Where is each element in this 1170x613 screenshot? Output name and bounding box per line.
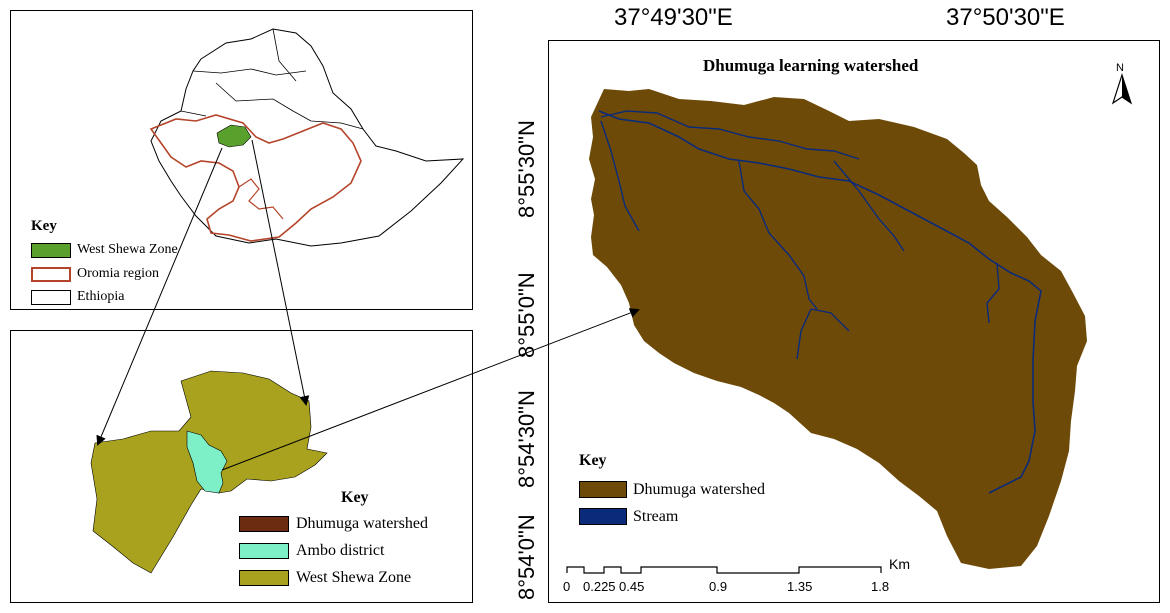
legend-label-west-shewa: West Shewa Zone (77, 242, 178, 257)
legend-swatch-dhumuga-watershed (579, 481, 627, 498)
ethiopia-key-title: Key (31, 218, 57, 234)
zone-map-panel: Key Dhumuga watershed Ambo district West… (10, 330, 473, 603)
connector-arrow-2 (251, 139, 310, 406)
latitude-label-3: 8°54'30"N (514, 390, 539, 488)
latitude-labels: 8°55'30"N 8°55'0"N 8°54'30"N 8°54'0"N (514, 120, 539, 600)
scale-bar: Km 0 0.225 0.45 0.9 1.35 1.8 (563, 556, 910, 594)
legend-label-ethiopia: Ethiopia (77, 289, 125, 304)
longitude-label-1: 37°49'30"E (614, 4, 733, 31)
watershed-key-title: Key (579, 452, 607, 469)
watershed-map-panel: Dhumuga learning watershed N Key Dhumuga… (548, 40, 1160, 603)
zone-key-title: Key (341, 489, 369, 506)
stream-upper (600, 110, 860, 160)
oromia-inner-line (238, 178, 284, 220)
legend-label-dhumuga: Dhumuga watershed (296, 515, 428, 532)
latitude-label-2: 8°55'0"N (514, 272, 539, 358)
watershed-map-title: Dhumuga learning watershed (703, 56, 919, 75)
scale-tick-2: 0.45 (619, 579, 644, 594)
oromia-region-outline (149, 114, 362, 242)
legend-swatch-ambo (239, 543, 289, 559)
legend-label-stream: Stream (633, 508, 679, 525)
stream-center-branch-2 (810, 308, 850, 332)
scale-tick-4: 1.35 (787, 579, 812, 594)
stream-center-branch (796, 308, 812, 360)
stream-center (738, 160, 818, 310)
north-label: N (1116, 62, 1124, 74)
scale-tick-3: 0.9 (709, 579, 727, 594)
latitude-label-1: 8°55'30"N (514, 120, 539, 218)
longitude-label-2: 37°50'30"E (946, 4, 1065, 31)
connector-arrow-1 (96, 147, 223, 446)
dhumuga-watershed-shape (589, 89, 1087, 569)
legend-label-ambo: Ambo district (296, 542, 385, 559)
scale-tick-5: 1.8 (871, 579, 889, 594)
legend-swatch-west-shewa (31, 243, 71, 258)
stream-right (986, 262, 1000, 324)
legend-swatch-dhumuga (239, 516, 289, 532)
scale-tick-0: 0 (563, 579, 570, 594)
watershed-map (589, 89, 1087, 569)
scale-bar-line (566, 566, 882, 574)
latitude-label-4: 8°54'0"N (514, 514, 539, 600)
stream-main (598, 110, 1042, 494)
west-shewa-zone-highlight (216, 124, 252, 148)
north-arrow: N (1111, 62, 1133, 105)
scale-unit: Km (889, 556, 910, 572)
connector-arrow-3 (221, 308, 640, 471)
ambo-district-shape (186, 430, 228, 494)
legend-label-west-shewa-zone: West Shewa Zone (296, 569, 412, 586)
ethiopia-outline (150, 28, 465, 247)
stream-left (600, 120, 640, 232)
ethiopia-map (149, 28, 465, 247)
ethiopia-map-panel: Key West Shewa Zone Oromia region Ethiop… (10, 10, 473, 310)
legend-label-oromia: Oromia region (77, 266, 160, 281)
legend-swatch-west-shewa-zone (239, 570, 289, 586)
stream-east (833, 160, 905, 252)
scale-tick-1: 0.225 (583, 579, 616, 594)
ethiopia-internal-borders (180, 28, 364, 130)
legend-label-dhumuga-watershed: Dhumuga watershed (633, 481, 765, 498)
legend-swatch-stream (579, 508, 627, 525)
legend-swatch-ethiopia (31, 290, 71, 305)
legend-swatch-oromia (31, 267, 71, 282)
